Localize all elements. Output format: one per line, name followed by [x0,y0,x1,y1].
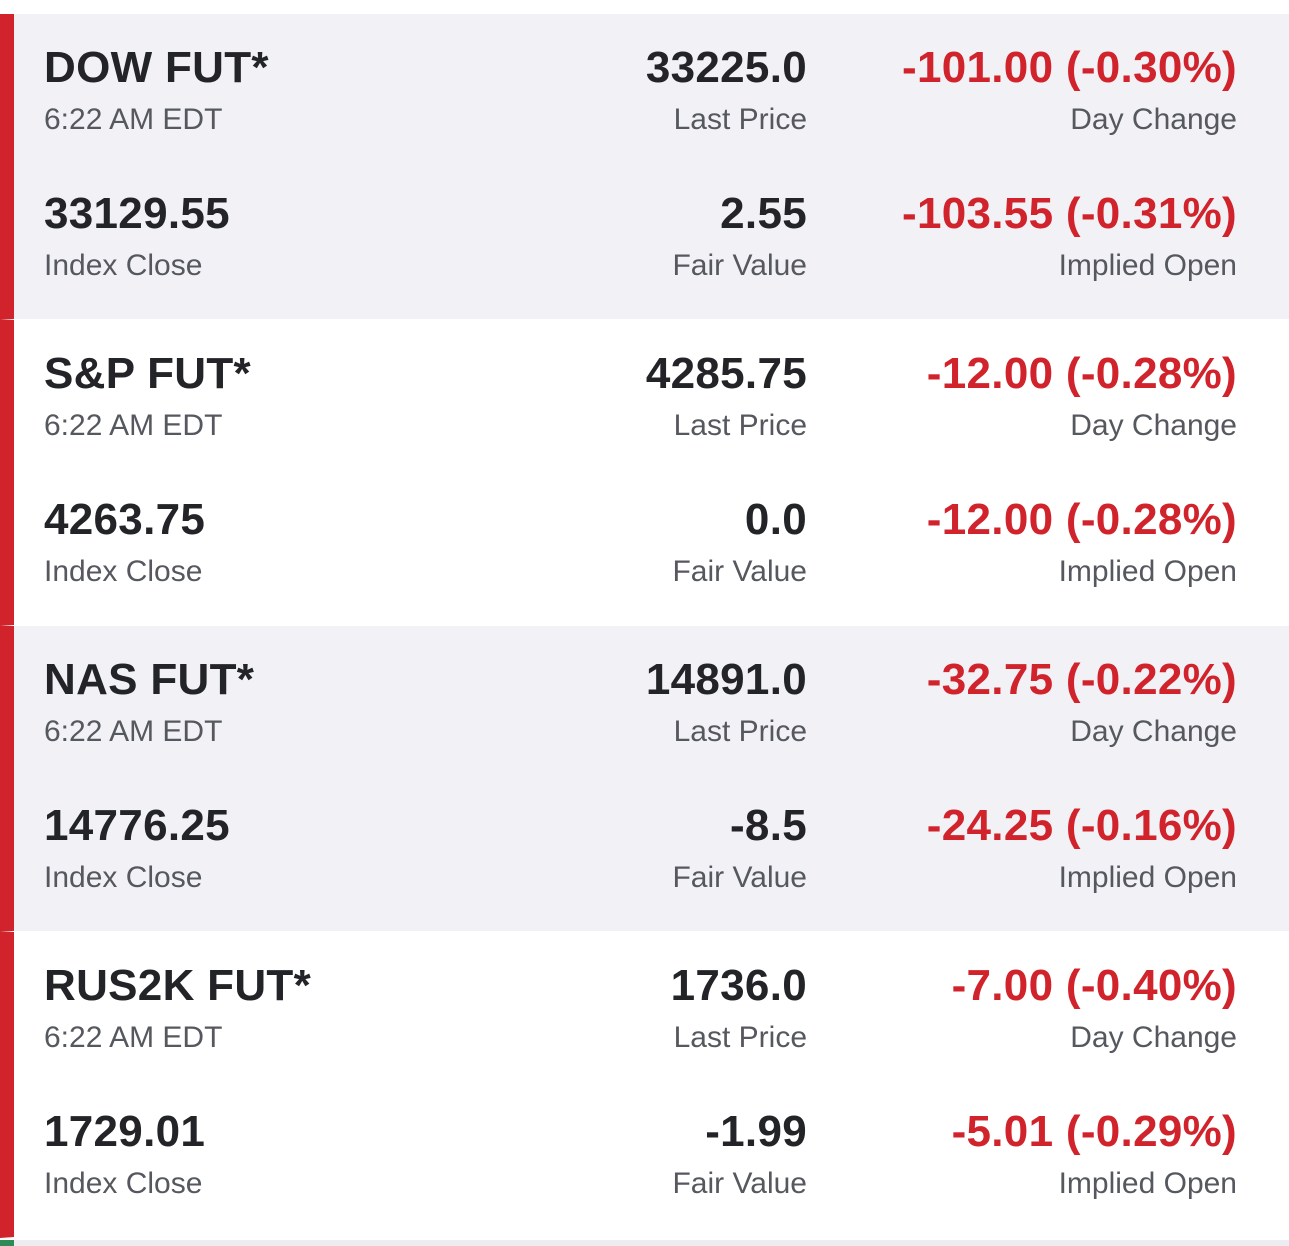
instrument-name: RUS2K FUT* [44,961,312,1010]
top-strip [0,0,1289,14]
index-close-label: Index Close [44,555,203,588]
next-card-edge [0,1240,1289,1246]
implied-open-cell: -24.25 (-0.16%) Implied Open [927,798,1237,898]
fair-value-cell: 0.0 Fair Value [672,492,807,592]
day-change-cell: -101.00 (-0.30%) Day Change [902,40,1237,140]
quote-row: RUS2K FUT* 6:22 AM EDT 1736.0 Last Price… [14,958,1289,1078]
implied-open-label: Implied Open [1058,555,1237,588]
index-close-label: Index Close [44,249,203,282]
implied-open-label: Implied Open [1058,861,1237,894]
futures-card-sp[interactable]: S&P FUT* 6:22 AM EDT 4285.75 Last Price … [0,320,1289,626]
quote-row: NAS FUT* 6:22 AM EDT 14891.0 Last Price … [14,652,1289,772]
day-change-label: Day Change [1070,715,1237,748]
day-change-cell: -7.00 (-0.40%) Day Change [952,958,1237,1058]
last-price-label: Last Price [673,1021,807,1054]
instrument-name: S&P FUT* [44,349,251,398]
quote-row: DOW FUT* 6:22 AM EDT 33225.0 Last Price … [14,40,1289,160]
day-change-label: Day Change [1070,103,1237,136]
fair-value-label: Fair Value [672,861,807,894]
instrument-name: DOW FUT* [44,43,269,92]
fair-value-row: 1729.01 Index Close -1.99 Fair Value -5.… [14,1104,1289,1224]
index-close-cell: 33129.55 Index Close [44,186,230,286]
last-price-cell: 14891.0 Last Price [646,652,807,752]
implied-open-value: -12.00 (-0.28%) [926,495,1237,544]
futures-list: DOW FUT* 6:22 AM EDT 33225.0 Last Price … [0,14,1289,1238]
implied-open-cell: -103.55 (-0.31%) Implied Open [902,186,1237,286]
fair-value-cell: -8.5 Fair Value [672,798,807,898]
quote-time: 6:22 AM EDT [44,715,223,748]
index-close-value: 1729.01 [44,1107,206,1156]
implied-open-label: Implied Open [1058,1167,1237,1200]
instrument-cell: RUS2K FUT* 6:22 AM EDT [44,958,311,1058]
last-price-label: Last Price [673,103,807,136]
futures-card-rus2k[interactable]: RUS2K FUT* 6:22 AM EDT 1736.0 Last Price… [0,932,1289,1238]
implied-open-value: -24.25 (-0.16%) [926,801,1237,850]
index-close-label: Index Close [44,1167,203,1200]
last-price-label: Last Price [673,715,807,748]
futures-card-nas[interactable]: NAS FUT* 6:22 AM EDT 14891.0 Last Price … [0,626,1289,932]
implied-open-value: -5.01 (-0.29%) [951,1107,1237,1156]
quote-row: S&P FUT* 6:22 AM EDT 4285.75 Last Price … [14,346,1289,466]
implied-open-value: -103.55 (-0.31%) [902,189,1237,238]
fair-value-value: 2.55 [720,189,807,238]
day-change-label: Day Change [1070,409,1237,442]
day-change-cell: -32.75 (-0.22%) Day Change [927,652,1237,752]
last-price-value: 14891.0 [645,655,807,704]
quote-time: 6:22 AM EDT [44,409,223,442]
instrument-cell: NAS FUT* 6:22 AM EDT [44,652,254,752]
instrument-cell: S&P FUT* 6:22 AM EDT [44,346,251,446]
implied-open-label: Implied Open [1058,249,1237,282]
day-change-value: -101.00 (-0.30%) [902,43,1237,92]
index-close-cell: 14776.25 Index Close [44,798,230,898]
fair-value-value: -1.99 [705,1107,807,1156]
fair-value-row: 4263.75 Index Close 0.0 Fair Value -12.0… [14,492,1289,612]
day-change-value: -12.00 (-0.28%) [926,349,1237,398]
fair-value-value: -8.5 [729,801,807,850]
instrument-cell: DOW FUT* 6:22 AM EDT [44,40,269,140]
instrument-name: NAS FUT* [44,655,255,704]
day-change-value: -7.00 (-0.40%) [951,961,1237,1010]
positive-indicator-bar [0,1240,14,1246]
fair-value-row: 33129.55 Index Close 2.55 Fair Value -10… [14,186,1289,306]
fair-value-value: 0.0 [744,495,807,544]
last-price-cell: 4285.75 Last Price [646,346,807,446]
last-price-label: Last Price [673,409,807,442]
day-change-label: Day Change [1070,1021,1237,1054]
index-close-value: 4263.75 [44,495,206,544]
index-close-cell: 1729.01 Index Close [44,1104,205,1204]
futures-card-dow[interactable]: DOW FUT* 6:22 AM EDT 33225.0 Last Price … [0,14,1289,320]
fair-value-row: 14776.25 Index Close -8.5 Fair Value -24… [14,798,1289,918]
last-price-cell: 33225.0 Last Price [646,40,807,140]
last-price-cell: 1736.0 Last Price [671,958,807,1058]
index-close-label: Index Close [44,861,203,894]
fair-value-cell: 2.55 Fair Value [672,186,807,286]
index-close-cell: 4263.75 Index Close [44,492,205,592]
last-price-value: 4285.75 [645,349,807,398]
fair-value-label: Fair Value [672,555,807,588]
implied-open-cell: -12.00 (-0.28%) Implied Open [927,492,1237,592]
implied-open-cell: -5.01 (-0.29%) Implied Open [952,1104,1237,1204]
fair-value-label: Fair Value [672,249,807,282]
fair-value-label: Fair Value [672,1167,807,1200]
day-change-value: -32.75 (-0.22%) [926,655,1237,704]
day-change-cell: -12.00 (-0.28%) Day Change [927,346,1237,446]
index-close-value: 14776.25 [44,801,230,850]
last-price-value: 1736.0 [670,961,807,1010]
quote-time: 6:22 AM EDT [44,1021,223,1054]
index-close-value: 33129.55 [44,189,230,238]
last-price-value: 33225.0 [645,43,807,92]
fair-value-cell: -1.99 Fair Value [672,1104,807,1204]
quote-time: 6:22 AM EDT [44,103,223,136]
